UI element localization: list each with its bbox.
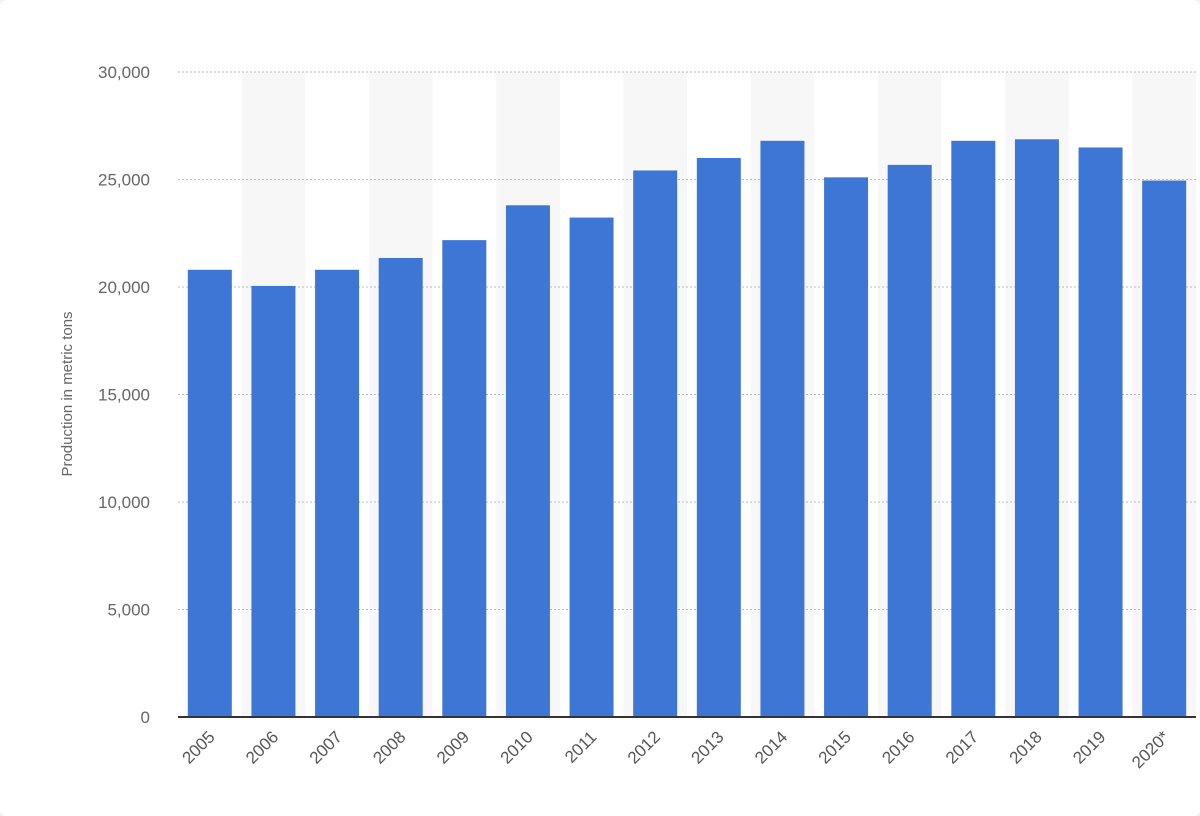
x-tick-label: 2012 — [624, 727, 664, 767]
y-tick-label: 10,000 — [98, 493, 150, 512]
x-tick-label: 2009 — [433, 727, 473, 767]
bar-2010[interactable] — [505, 205, 550, 718]
bar-2011[interactable] — [569, 217, 614, 717]
bars — [187, 139, 1187, 718]
bar-2008[interactable] — [378, 257, 423, 717]
bar-2020-est[interactable] — [1142, 180, 1187, 717]
x-tick-label: 2019 — [1069, 727, 1109, 767]
bar-2005[interactable] — [187, 269, 232, 717]
x-tick-label: 2011 — [561, 727, 600, 766]
x-tick-label: 2015 — [815, 727, 855, 767]
x-axis-ticks: 2005 2006 2007 2008 2009 2010 2011 2012 2013 2014… — [178, 727, 1173, 772]
x-tick-label: 2007 — [306, 727, 346, 767]
y-tick-label: 30,000 — [98, 63, 150, 82]
bar-2009[interactable] — [442, 240, 487, 717]
bar-2019[interactable] — [1078, 147, 1123, 718]
y-axis-title: Production in metric tons — [59, 311, 76, 476]
bar-2017[interactable] — [951, 140, 996, 718]
bar-2013[interactable] — [696, 158, 741, 717]
x-tick-label: 2016 — [878, 727, 918, 767]
bar-2018[interactable] — [1014, 139, 1059, 718]
y-tick-label: 15,000 — [98, 386, 150, 405]
bar-2016[interactable] — [887, 164, 932, 717]
y-tick-label: 5,000 — [107, 601, 150, 620]
y-tick-label: 25,000 — [98, 171, 150, 190]
y-tick-label: 20,000 — [98, 278, 150, 297]
x-tick-label: 2005 — [178, 727, 218, 767]
bar-2007[interactable] — [315, 269, 360, 717]
x-tick-label: 2020* — [1128, 727, 1173, 772]
bar-2012[interactable] — [633, 170, 678, 718]
y-axis-ticks: 0 5,000 10,000 15,000 20,000 25,000 30,000 — [98, 63, 150, 727]
x-tick-label: 2008 — [369, 727, 409, 767]
bar-2015[interactable] — [824, 177, 869, 718]
x-tick-label: 2017 — [942, 727, 982, 767]
x-tick-label: 2010 — [497, 727, 537, 767]
y-tick-label: 0 — [141, 708, 150, 727]
x-tick-label: 2014 — [751, 727, 791, 767]
x-tick-label: 2013 — [687, 727, 727, 767]
x-tick-label: 2018 — [1006, 727, 1046, 767]
bar-2014[interactable] — [760, 140, 805, 718]
x-tick-label: 2006 — [242, 727, 282, 767]
bar-2006[interactable] — [251, 285, 296, 717]
